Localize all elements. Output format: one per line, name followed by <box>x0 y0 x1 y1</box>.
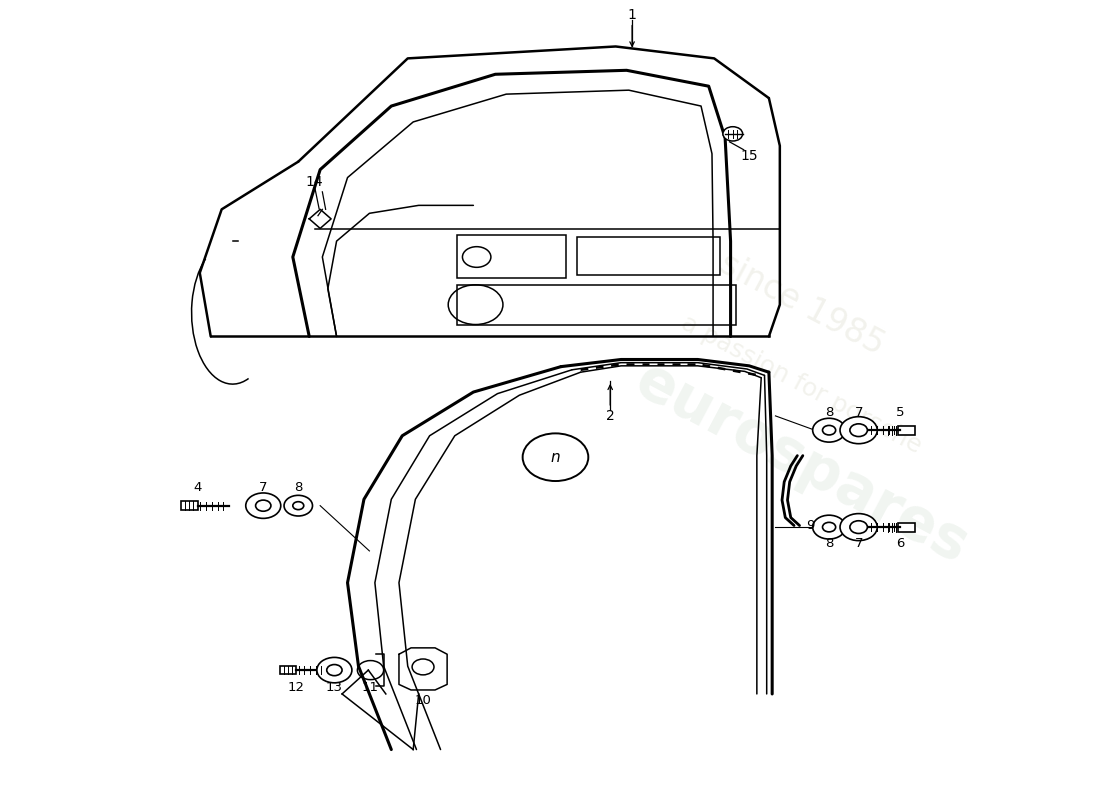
Circle shape <box>327 665 342 676</box>
Circle shape <box>522 434 588 481</box>
Text: 12: 12 <box>287 681 305 694</box>
Text: 14: 14 <box>306 174 323 189</box>
Text: 7: 7 <box>855 406 862 419</box>
Bar <box>456 234 566 278</box>
Circle shape <box>840 417 877 444</box>
Bar <box>898 522 915 531</box>
Bar <box>279 666 296 674</box>
Text: 11: 11 <box>362 681 380 694</box>
Text: 8: 8 <box>825 406 834 419</box>
Bar <box>898 426 915 434</box>
Circle shape <box>823 426 836 435</box>
Circle shape <box>850 521 868 534</box>
Text: 9: 9 <box>806 519 815 532</box>
Text: 7: 7 <box>258 481 267 494</box>
Text: eurospares: eurospares <box>626 352 978 575</box>
Text: 10: 10 <box>415 694 431 707</box>
Text: 1: 1 <box>628 9 637 22</box>
Circle shape <box>293 502 304 510</box>
Bar <box>578 237 719 275</box>
Text: 6: 6 <box>896 538 904 550</box>
Text: 15: 15 <box>740 149 758 163</box>
Text: 4: 4 <box>194 481 201 494</box>
Text: a passion for porsche: a passion for porsche <box>678 310 926 458</box>
Circle shape <box>245 493 280 518</box>
Circle shape <box>255 500 271 511</box>
Circle shape <box>813 418 846 442</box>
Circle shape <box>723 126 743 141</box>
Text: since 1985: since 1985 <box>714 247 890 362</box>
Text: 2: 2 <box>606 409 615 423</box>
Circle shape <box>850 424 868 437</box>
Circle shape <box>317 658 352 683</box>
Circle shape <box>284 495 312 516</box>
Text: 13: 13 <box>326 681 343 694</box>
Circle shape <box>840 514 877 541</box>
Text: 8: 8 <box>294 481 302 494</box>
Circle shape <box>823 522 836 532</box>
Text: 8: 8 <box>825 538 834 550</box>
Text: 5: 5 <box>896 406 904 419</box>
Text: 7: 7 <box>855 538 862 550</box>
Text: n: n <box>551 450 560 465</box>
Bar <box>180 502 198 510</box>
Bar <box>456 285 736 325</box>
Circle shape <box>813 515 846 539</box>
